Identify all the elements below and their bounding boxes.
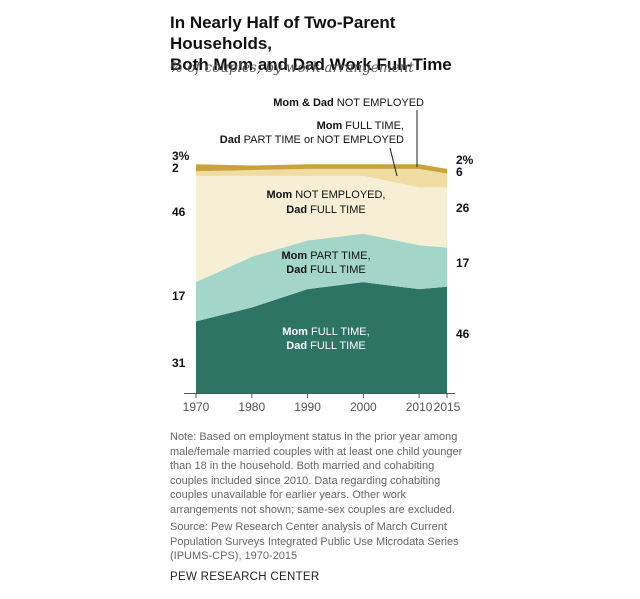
title-line-1: In Nearly Half of Two-Parent Households,: [170, 13, 396, 53]
right-value-label-notemp_full: 26: [456, 201, 470, 215]
left-value-label-neither: 3%: [172, 149, 190, 163]
area-full_full: [196, 282, 447, 393]
series-label-neither: Mom & Dad NOT EMPLOYED: [273, 97, 424, 109]
chart-subtitle: % of couples, by work arrangement: [170, 60, 414, 76]
left-value-label-full_other: 2: [172, 161, 179, 175]
series-label-notemp-full: Mom NOT EMPLOYED, Dad FULL TIME: [267, 189, 386, 216]
left-value-label-full_full: 31: [172, 356, 186, 370]
x-tick-label-2015: 2015: [434, 400, 461, 414]
series-label-full-full: Mom FULL TIME, Dad FULL TIME: [282, 326, 369, 352]
org-credit: PEW RESEARCH CENTER: [170, 571, 320, 583]
series-label-full-other: Mom FULL TIME, Dad PART TIME or NOT EMPLO…: [220, 120, 404, 146]
right-value-label-full_other: 6: [456, 165, 463, 179]
right-value-label-full_full: 46: [456, 327, 470, 341]
left-value-label-part_full: 17: [172, 289, 186, 303]
leader-line-full-other: [389, 147, 398, 177]
chart-source: Source: Pew Research Center analysis of …: [170, 521, 459, 563]
series-label-part-full: Mom PART TIME, Dad FULL TIME: [281, 250, 370, 276]
title-line-2: Both Mom and Dad Work Full-Time: [170, 55, 452, 74]
left-value-label-notemp_full: 46: [172, 205, 186, 219]
right-value-label-neither: 2%: [456, 153, 474, 167]
x-tick-label-2010: 2010: [406, 400, 433, 414]
area-notemp_full: [196, 175, 447, 283]
x-tick-label-1990: 1990: [294, 400, 321, 414]
area-full_other: [196, 168, 447, 188]
right-value-label-part_full: 17: [456, 256, 470, 270]
x-tick-label-2000: 2000: [350, 400, 377, 414]
chart-title: In Nearly Half of Two-Parent Households,…: [170, 12, 500, 75]
chart-note: Note: Based on employment status in the …: [170, 431, 463, 516]
area-part_full: [196, 233, 447, 322]
x-tick-label-1980: 1980: [238, 400, 265, 414]
x-tick-label-1970: 1970: [183, 400, 210, 414]
area-neither: [196, 164, 447, 174]
